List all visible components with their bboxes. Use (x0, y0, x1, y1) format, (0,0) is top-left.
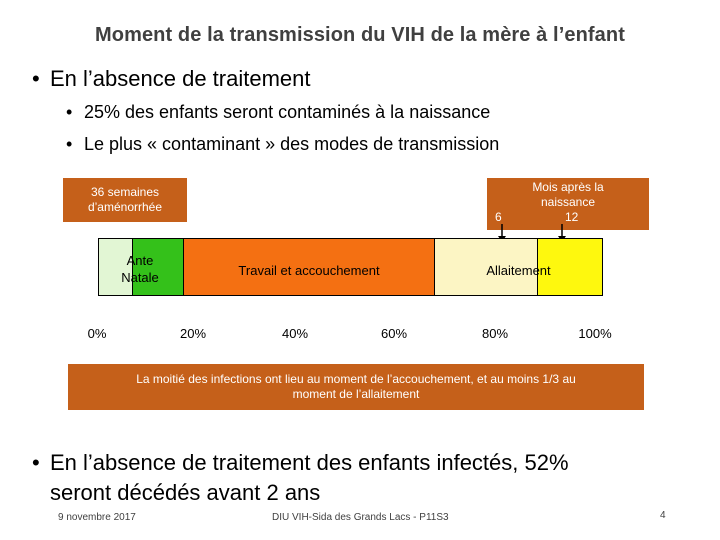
tick-60: 60% (380, 326, 408, 341)
tick-0: 0% (87, 326, 107, 341)
antenatal-label: Ante Natale (108, 252, 172, 286)
bullet-main-2-line2: seront décédés avant 2 ans (50, 480, 321, 505)
weeks-label-line1: 36 semaines (90, 185, 160, 199)
antenatal-label-line1: Ante (126, 253, 154, 268)
bullet-main-1-text: En l’absence de traitement (50, 66, 311, 91)
conclusion-line1: La moitié des infections ont lieu au mom… (136, 372, 576, 386)
bullet-sub-2: • Le plus « contaminant » des modes de tr… (66, 133, 499, 155)
tick-40: 40% (281, 326, 309, 341)
page-title: Moment de la transmission du VIH de la m… (95, 24, 625, 46)
months-label-box: Mois après la naissance 6 12 (487, 178, 649, 230)
month-12-label: 12 (565, 210, 579, 224)
segment-antenatal-early (98, 238, 133, 296)
tick-80: 80% (481, 326, 509, 341)
segment-antenatal-late (132, 238, 184, 296)
bullet-sub-2-text: Le plus « contaminant » des modes de tra… (84, 134, 500, 154)
bullet-dot: • (66, 102, 73, 122)
footer-date: 9 novembre 2017 (58, 512, 136, 523)
antenatal-label-line2: Natale (121, 270, 159, 285)
breastfeeding-label: Allaitement (486, 263, 551, 278)
bullet-sub-1-text: 25% des enfants seront contaminés à la n… (84, 102, 491, 122)
weeks-label-box: 36 semaines d’aménorrhée (63, 178, 187, 222)
month-6-label: 6 (495, 210, 502, 224)
segment-breast-late (537, 238, 603, 296)
segment-labor (183, 238, 435, 296)
footer-page-number: 4 (660, 510, 666, 521)
segment-breast-early (434, 238, 538, 296)
footer-center: DIU VIH-Sida des Grands Lacs - P11S3 (272, 512, 449, 523)
bullet-dot: • (32, 66, 40, 91)
bullet-dot: • (66, 134, 73, 154)
labor-label: Travail et accouchement (238, 263, 380, 278)
bullet-main-2-line1: En l’absence de traitement des enfants i… (50, 450, 569, 475)
conclusion-line2: moment de l’allaitement (292, 387, 420, 401)
bullet-main-1: • En l’absence de traitement (32, 66, 311, 92)
bullet-main-2: • En l’absence de traitement des enfants … (32, 450, 569, 476)
months-label-line1: Mois après la (532, 180, 604, 194)
tick-20: 20% (179, 326, 207, 341)
bullet-dot: • (32, 450, 40, 475)
tick-100: 100% (578, 326, 612, 341)
bullet-sub-1: • 25% des enfants seront contaminés à la … (66, 101, 490, 123)
conclusion-box: La moitié des infections ont lieu au mom… (68, 364, 644, 410)
months-label-line2: naissance (540, 195, 596, 209)
weeks-label-line2: d’aménorrhée (87, 200, 163, 214)
